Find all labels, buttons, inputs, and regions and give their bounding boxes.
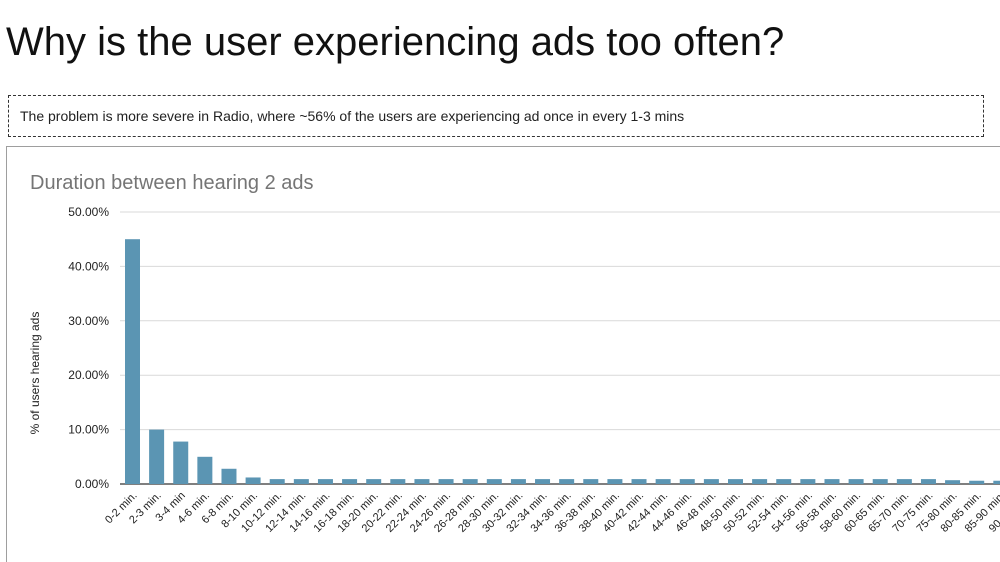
bar [197,456,213,484]
bar [293,479,309,484]
bar [800,479,816,484]
bar [776,479,792,484]
bar [342,479,358,484]
bar [703,479,719,484]
bar [920,479,936,484]
callout-box: The problem is more severe in Radio, whe… [8,95,984,137]
bar [655,479,671,484]
grid-lines [120,211,1000,485]
bar [245,477,261,484]
bar [848,479,864,484]
bar [269,479,285,484]
bar [535,479,551,484]
chart-frame: Duration between hearing 2 ads % of user… [6,146,1000,562]
bar [559,479,575,484]
bar [438,479,454,484]
bar [896,479,912,484]
bar-chart: Duration between hearing 2 ads % of user… [28,172,1000,535]
bar [607,479,623,484]
y-tick-label: 0.00% [75,477,109,491]
bar [631,479,647,484]
bar [752,479,768,484]
y-tick-label: 50.00% [68,205,109,219]
bars [125,239,1000,484]
callout-text: The problem is more severe in Radio, whe… [20,108,685,124]
bar [969,480,985,484]
bar [125,239,140,484]
bar [317,479,333,484]
y-tick-label: 30.00% [68,314,109,328]
y-axis-label: % of users hearing ads [28,312,42,435]
bar [149,429,165,484]
bar [510,479,526,484]
bar [824,479,840,484]
chart-title: Duration between hearing 2 ads [30,172,314,194]
bar [945,480,961,484]
y-axis-ticks: 0.00% 10.00% 20.00% 30.00% 40.00% 50.00% [68,205,109,491]
bar [583,479,599,484]
bar [679,479,695,484]
bar [414,479,430,484]
bar [462,479,478,484]
y-tick-label: 10.00% [68,423,109,437]
y-tick-label: 40.00% [68,259,109,273]
bar [221,468,237,484]
bar [872,479,888,484]
bar [173,441,189,484]
bar [366,479,382,484]
bar [486,479,502,484]
bar [390,479,406,484]
bar [993,480,1000,484]
slide-title: Why is the user experiencing ads too oft… [6,20,785,64]
y-tick-label: 20.00% [68,368,109,382]
bar [728,479,743,484]
